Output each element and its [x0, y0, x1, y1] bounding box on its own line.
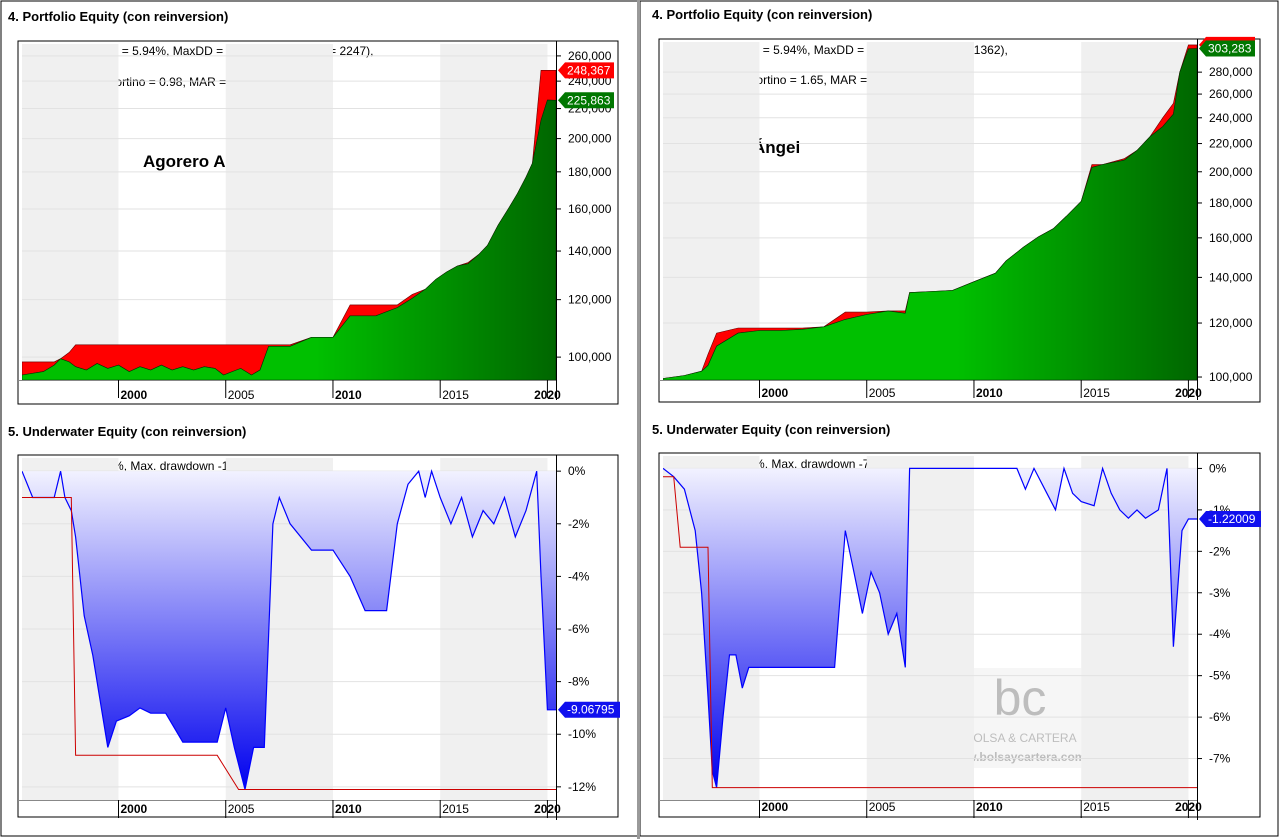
x-tick-label: 2005: [869, 386, 896, 400]
y-tick-label: 180,000: [1209, 196, 1253, 210]
last-peak-label: 248,367: [567, 63, 611, 77]
panel-title-dd-left: 5. Underwater Equity (con reinversion): [8, 424, 246, 439]
y-tick-label: 200,000: [568, 132, 612, 146]
x-tick-label: 2000: [121, 802, 148, 816]
x-tick-label: 2000: [762, 800, 789, 814]
last-value-label-bg: [1199, 511, 1261, 528]
chart-dd-left: 0% -2% -4% -6% -8% -10% -12% 2000 2005 2010 2015 20…: [18, 455, 620, 820]
y-tick-label: -6%: [1209, 710, 1231, 724]
underwater-line: [663, 466, 1197, 788]
last-value-label: 225,863: [567, 93, 611, 107]
last-value-label-bg: [1199, 40, 1255, 57]
x-tick-label: 2015: [1083, 386, 1110, 400]
y-tick-label: 140,000: [568, 244, 612, 258]
y-tick-label: 180,000: [568, 165, 612, 179]
series-group-dd-left: [22, 469, 556, 790]
y-tick-label: 220,000: [1209, 137, 1253, 151]
watermark-url: www.bolsaycartera.com: [948, 750, 1086, 764]
y-tick-label: 100,000: [568, 350, 612, 364]
series-group-equity-left: [22, 70, 556, 380]
y-tick-label: -6%: [568, 622, 590, 636]
last-value-label-bg: [558, 701, 620, 718]
x-tick-label: 2020: [534, 388, 561, 402]
y-tick-label: -5%: [1209, 669, 1231, 683]
x-tick-label: 2020: [1175, 386, 1202, 400]
last-peak-label-bg: [558, 62, 614, 79]
x-tick-label: 2020: [534, 802, 561, 816]
y-tick-label: -4%: [1209, 627, 1231, 641]
equity-area-green: [22, 99, 556, 380]
y-tick-label: -2%: [568, 517, 590, 531]
x-tick-label: 2010: [335, 802, 362, 816]
chart-dd-right: 0%-1%-2%-3%-4%-5%-6%-7%2000 2005 2010 2015 2…: [659, 453, 1261, 820]
y-tick-label: 140,000: [1209, 270, 1253, 284]
background-band: [663, 42, 760, 380]
equity-area-green: [663, 48, 1197, 380]
y-tick-label: 100,000: [1209, 370, 1253, 384]
panel-title-equity-left: 4. Portfolio Equity (con reinversion): [8, 9, 228, 24]
y-tick-label: -8%: [568, 675, 590, 689]
annotation-angel: Ángel: [753, 138, 800, 157]
x-tick-label: 2010: [976, 386, 1003, 400]
y-tick-label: 200,000: [1209, 165, 1253, 179]
y-tick-label: 120,000: [568, 293, 612, 307]
x-tick-label: 2000: [762, 386, 789, 400]
y-tick-label: -2%: [1209, 544, 1231, 558]
series-group-dd-right: [663, 466, 1197, 789]
x-tick-label: 2005: [228, 388, 255, 402]
x-tick-label: 2010: [335, 388, 362, 402]
max-drawdown-line: [22, 497, 556, 790]
y-tick-label: 240,000: [1209, 111, 1253, 125]
last-value-label: -1.22009: [1208, 512, 1256, 526]
background-band: [22, 44, 119, 380]
y-tick-label: 120,000: [1209, 316, 1253, 330]
y-tick-label: 160,000: [568, 202, 612, 216]
x-tick-label: 2010: [976, 800, 1003, 814]
y-tick-label: -4%: [568, 569, 590, 583]
watermark-name: BOLSA & CARTERA: [965, 731, 1076, 745]
y-tick-label: 0%: [568, 464, 586, 478]
x-tick-label: 2005: [228, 802, 255, 816]
y-tick-label: -3%: [1209, 586, 1231, 600]
chart-equity-right: 280,000 260,000 240,000 220,000 200,000 180,0…: [659, 36, 1255, 400]
last-value-label: 303,283: [1208, 41, 1252, 55]
background-band: [225, 44, 333, 380]
last-value-label: -9.06795: [567, 703, 615, 717]
y-tick-label: 280,000: [1209, 65, 1253, 79]
x-tick-label: 2000: [121, 388, 148, 402]
chart-equity-left: 260,000240,000220,000200,000180,000160,0…: [18, 41, 614, 402]
last-value-label-bg: [558, 92, 614, 109]
x-tick-label: 2015: [442, 802, 469, 816]
underwater-line: [22, 469, 556, 790]
y-tick-label: -10%: [568, 727, 596, 741]
panel-title-dd-right: 5. Underwater Equity (con reinversion): [652, 422, 890, 437]
panel-title-equity-right: 4. Portfolio Equity (con reinversion): [652, 7, 872, 22]
y-tick-label: -7%: [1209, 752, 1231, 766]
y-tick-label: 0%: [1209, 461, 1227, 475]
underwater-area: [663, 468, 1197, 788]
x-tick-label: 2020: [1175, 800, 1202, 814]
x-tick-label: 2015: [1083, 800, 1110, 814]
x-tick-label: 2015: [442, 388, 469, 402]
max-drawdown-line: [663, 476, 1197, 789]
y-tick-label: 160,000: [1209, 231, 1253, 245]
y-tick-label: 260,000: [1209, 87, 1253, 101]
y-tick-label: -12%: [568, 780, 596, 794]
series-group-equity-right: [663, 44, 1197, 380]
underwater-area: [22, 471, 556, 790]
y-tick-label: 260,000: [568, 49, 612, 63]
x-tick-label: 2005: [869, 800, 896, 814]
